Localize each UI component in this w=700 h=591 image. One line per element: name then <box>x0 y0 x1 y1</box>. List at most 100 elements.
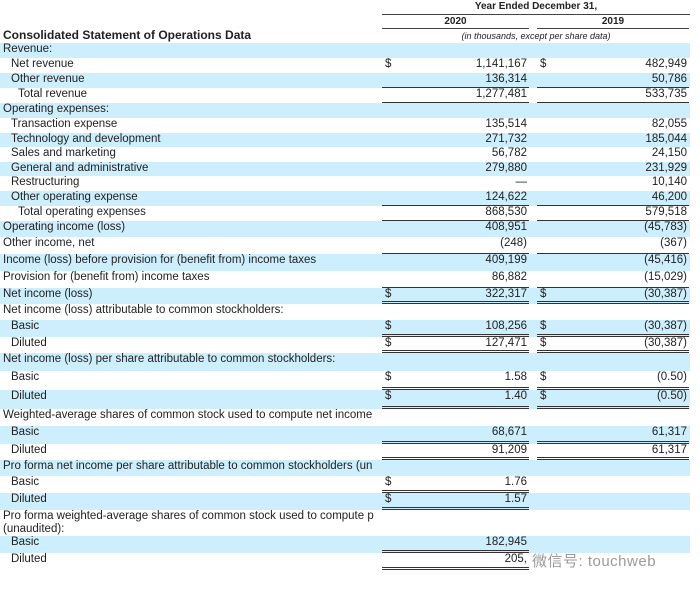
table-row: Other operating expense 124,622 46,200 <box>0 191 690 206</box>
value-2019-cell: $482,949 <box>537 58 689 73</box>
value-2020: 271,732 <box>485 133 527 145</box>
table-row: Diluted 91,209 61,317 <box>0 444 690 460</box>
value-2020: 127,471 <box>485 337 527 349</box>
table-row: Basic 68,671 61,317 <box>0 426 690 444</box>
value-2020-cell <box>382 304 529 320</box>
value-2019: 61,317 <box>651 444 687 456</box>
value-2019-cell: 61,317 <box>537 426 689 444</box>
value-2020-cell <box>382 103 529 118</box>
row-label: Basic <box>11 371 40 383</box>
value-2019: 579,518 <box>645 206 687 218</box>
currency-symbol: $ <box>385 476 392 488</box>
value-2020: 1,141,167 <box>475 58 527 70</box>
currency-symbol: $ <box>540 58 547 70</box>
currency-symbol: $ <box>540 371 547 383</box>
value-2020: 1.76 <box>504 476 527 488</box>
currency-symbol: $ <box>385 493 392 505</box>
row-label: Net revenue <box>11 58 74 70</box>
currency-symbol: $ <box>385 288 392 300</box>
table-row: Operating expenses: <box>0 103 690 118</box>
statement-title: Consolidated Statement of Operations Dat… <box>3 28 252 42</box>
value-2020: 86,882 <box>491 271 527 283</box>
value-2019-cell: (45,783) <box>537 221 689 237</box>
table-row: Net revenue $1,141,167 $482,949 <box>0 58 690 73</box>
value-2020-cell <box>382 409 529 426</box>
value-2019-cell: 533,735 <box>537 88 689 103</box>
table-row: Other income, net (248) (367) <box>0 237 690 254</box>
table-row: Technology and development 271,732 185,044 <box>0 133 690 147</box>
value-2019: 10,140 <box>651 176 687 188</box>
value-2020-cell: 56,782 <box>382 147 529 162</box>
row-label: Operating expenses: <box>3 103 110 115</box>
row-label: Other revenue <box>11 73 85 85</box>
value-2020-cell: $1.40 <box>382 390 529 409</box>
table-row: Revenue: <box>0 43 690 58</box>
row-label: Pro forma net income per share attributa… <box>3 460 373 472</box>
value-2019-cell: 10,140 <box>537 176 689 191</box>
value-2020-cell: 1,277,481 <box>382 88 529 103</box>
row-label: Total revenue <box>18 88 88 100</box>
year-rule-2019 <box>537 28 689 29</box>
row-label: Basic <box>11 476 40 488</box>
value-2019: 231,929 <box>645 162 687 174</box>
value-2020-cell: (248) <box>382 237 529 254</box>
value-2019-cell: 231,929 <box>537 162 689 176</box>
value-2019: 46,200 <box>651 191 687 203</box>
row-label: Basic <box>11 320 40 332</box>
currency-symbol: $ <box>385 337 392 349</box>
value-2020: 108,256 <box>485 320 527 332</box>
table-row: Other revenue 136,314 50,786 <box>0 73 690 88</box>
value-2020-cell: 868,530 <box>382 206 529 221</box>
value-2019: (15,029) <box>644 271 687 283</box>
table-row: Operating income (loss) 408,951 (45,783) <box>0 221 690 237</box>
value-2020: 56,782 <box>491 147 527 159</box>
value-2020: 124,622 <box>485 191 527 203</box>
row-label: Weighted-average shares of common stock … <box>3 409 373 421</box>
value-2020-cell <box>382 353 529 371</box>
value-2019: (367) <box>660 237 687 249</box>
value-2020: 182,945 <box>485 536 527 548</box>
value-2019-cell: $ (30,387) <box>537 288 689 304</box>
value-2020: 1.57 <box>504 493 527 505</box>
row-label: Provision for (benefit from) income taxe… <box>3 271 210 283</box>
value-2019-cell <box>537 476 689 493</box>
table-row: Basic 182,945 <box>0 536 690 553</box>
table-row: Restructuring — 10,140 <box>0 176 690 191</box>
value-2019-cell <box>537 493 689 510</box>
year-rule-2020 <box>382 28 529 29</box>
value-2019: (45,783) <box>644 221 687 233</box>
table-row: Basic $108,256 $ (30,387) <box>0 320 690 337</box>
value-2019: 185,044 <box>645 133 687 145</box>
value-2019-cell: 46,200 <box>537 191 689 206</box>
value-2019-cell: 50,786 <box>537 73 689 88</box>
row-label: Basic <box>11 536 40 548</box>
table-row: Pro forma net income per share attributa… <box>0 460 690 476</box>
value-2019: (45,416) <box>644 254 687 266</box>
value-2020-cell: 408,951 <box>382 221 529 237</box>
value-2020-cell: 409,199 <box>382 254 529 271</box>
value-2020-cell: $1.76 <box>382 476 529 493</box>
value-2020-cell: 135,514 <box>382 118 529 133</box>
value-2019-cell: 185,044 <box>537 133 689 147</box>
value-2019-cell: (45,416) <box>537 254 689 271</box>
value-2019: (0.50) <box>656 371 687 383</box>
watermark: 微信号: touchweb <box>532 553 657 570</box>
row-label: Other operating expense <box>11 191 138 203</box>
row-label: Restructuring <box>11 176 80 188</box>
table-row: Basic $1.58 $ (0.50) <box>0 371 690 390</box>
table-row: Net income (loss) attributable to common… <box>0 304 690 320</box>
value-2020: 136,314 <box>485 73 527 85</box>
value-2019: 24,150 <box>651 147 687 159</box>
value-2020: (248) <box>500 237 527 249</box>
value-2020-cell: — <box>382 176 529 191</box>
table-row: Diluted 205, <box>0 553 690 570</box>
currency-symbol: $ <box>385 58 392 70</box>
value-2019-cell: $ (30,387) <box>537 337 689 353</box>
value-2019-cell <box>537 353 689 371</box>
row-label: Operating income (loss) <box>3 221 126 233</box>
value-2019-cell <box>537 103 689 118</box>
table-row: Provision for (benefit from) income taxe… <box>0 271 690 288</box>
table-row: Pro forma weighted-average shares of com… <box>0 510 690 536</box>
value-2020-cell: $1.57 <box>382 493 529 510</box>
value-2019-cell: 61,317 <box>537 444 689 460</box>
